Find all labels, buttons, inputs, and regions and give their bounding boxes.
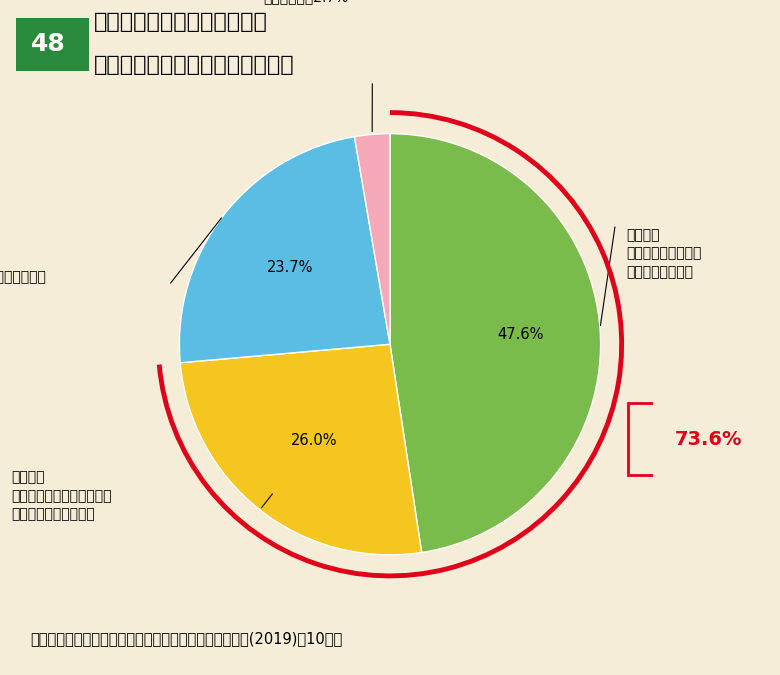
Text: 47.6%: 47.6%: [497, 327, 544, 342]
Wedge shape: [390, 134, 601, 552]
Text: 48: 48: [31, 32, 66, 56]
Text: 木造住宅
（ツーバイフォー工法など
在来工法以外のもの）: 木造住宅 （ツーバイフォー工法など 在来工法以外のもの）: [11, 470, 112, 521]
FancyBboxPatch shape: [628, 403, 780, 475]
Text: 23.7%: 23.7%: [267, 260, 313, 275]
Text: 森林と生活に関する世論調査: 森林と生活に関する世論調査: [94, 12, 268, 32]
Wedge shape: [354, 134, 390, 344]
Text: 26.0%: 26.0%: [291, 433, 338, 448]
Text: 資料：内閣府「森林と生活に関する世論調査」（令和元(2019)年10月）: 資料：内閣府「森林と生活に関する世論調査」（令和元(2019)年10月）: [30, 631, 343, 646]
Text: 木造住宅
（昔から日本にある
在来工法のもの）: 木造住宅 （昔から日本にある 在来工法のもの）: [626, 228, 701, 279]
Text: 73.6%: 73.6%: [674, 429, 742, 448]
Text: 木造住宅の意向に関する調査結果: 木造住宅の意向に関する調査結果: [94, 55, 295, 75]
Wedge shape: [179, 136, 390, 362]
Text: 非木造住宅
（鉄筋、鉄骨、コンクリート
造りのもの）: 非木造住宅 （鉄筋、鉄骨、コンクリート 造りのもの）: [0, 252, 46, 302]
Wedge shape: [180, 344, 422, 555]
FancyBboxPatch shape: [8, 18, 89, 71]
Text: 分からない　2.7%: 分からない 2.7%: [263, 0, 349, 4]
